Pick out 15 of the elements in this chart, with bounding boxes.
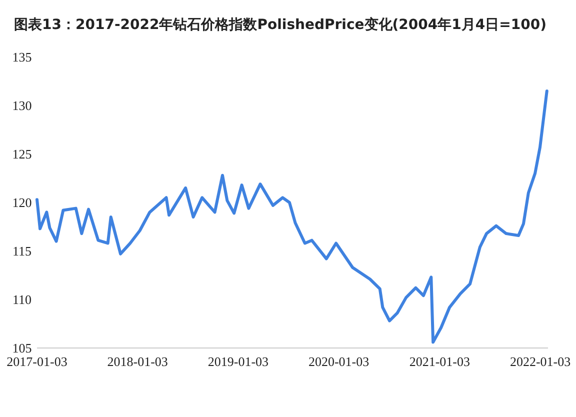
y-tick-label: 105: [12, 340, 32, 356]
chart-title: 图表13：2017-2022年钻石价格指数PolishedPrice变化(2004年1月4日=100): [14, 16, 546, 33]
y-tick-label: 135: [12, 50, 32, 64]
x-tick-label: 2018-01-03: [107, 354, 168, 369]
x-tick-label: 2019-01-03: [208, 354, 269, 369]
y-tick-label: 120: [12, 195, 32, 210]
x-tick-label: 2017-01-03: [6, 354, 68, 369]
x-tick-label: 2020-01-03: [308, 354, 370, 369]
x-tick-label: 2022-01-03: [510, 354, 571, 369]
x-tick-label: 2021-01-03: [409, 354, 470, 369]
line-series: [36, 89, 548, 344]
y-tick-label: 110: [12, 292, 32, 307]
y-tick-label: 130: [12, 98, 32, 113]
y-tick-label: 115: [12, 244, 32, 258]
y-tick-label: 125: [12, 146, 32, 162]
